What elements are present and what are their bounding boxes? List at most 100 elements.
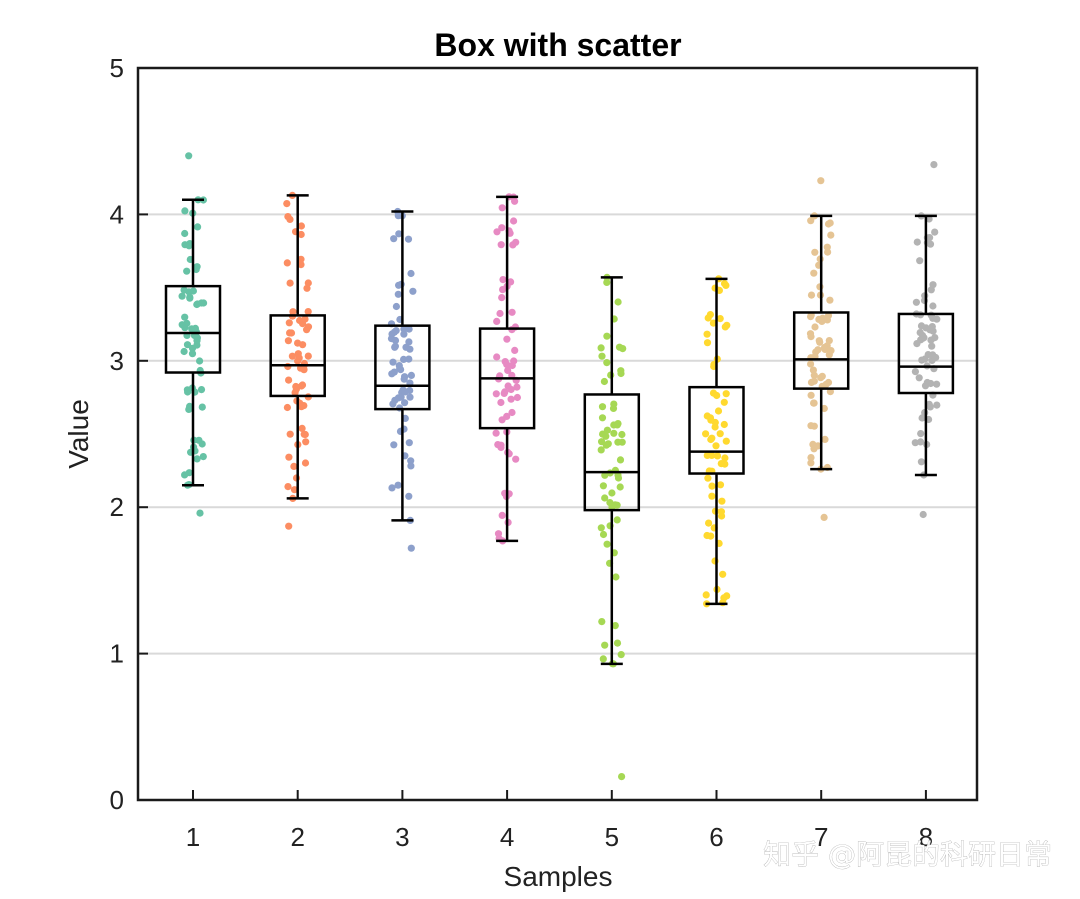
point-3-30 [405, 338, 413, 346]
point-3-53 [405, 355, 413, 363]
point-6-24 [708, 434, 716, 442]
point-8-6 [916, 257, 924, 265]
point-1-50 [198, 403, 206, 411]
point-2-5 [288, 352, 296, 360]
point-7-13 [824, 220, 833, 228]
point-1-3 [178, 292, 186, 300]
point-8-25 [911, 439, 919, 447]
point-7-51 [816, 338, 824, 346]
point-7-8 [810, 269, 818, 277]
point-2-55 [285, 376, 293, 384]
point-5-10 [603, 426, 612, 434]
point-4-29 [492, 390, 500, 398]
point-8-33 [929, 314, 937, 322]
point-1-26 [199, 453, 207, 461]
point-8-35 [913, 238, 921, 246]
point-4-54 [498, 294, 506, 302]
point-3-17 [389, 400, 397, 408]
point-5-14 [599, 530, 608, 539]
point-4-48 [503, 360, 511, 368]
box-3 [374, 210, 431, 522]
point-5-54 [614, 298, 622, 306]
y-tick-label-4: 4 [110, 199, 124, 229]
point-4-47 [497, 441, 505, 449]
point-3-16 [395, 230, 403, 238]
point-4-41 [504, 366, 512, 374]
box-4 [478, 195, 536, 543]
point-5-52 [613, 501, 621, 509]
y-tick-label-1: 1 [110, 639, 124, 669]
point-1-44 [195, 436, 203, 444]
point-7-46 [825, 337, 833, 345]
point-8-56 [917, 430, 925, 438]
box-1 [164, 198, 222, 487]
point-3-44 [400, 330, 408, 338]
point-5-55 [598, 352, 606, 360]
point-4-35 [497, 241, 505, 249]
point-6-56 [717, 460, 725, 468]
point-3-23 [397, 366, 405, 374]
point-1-27 [193, 334, 201, 342]
point-5-41 [598, 618, 606, 626]
point-5-2 [612, 573, 620, 581]
point-3-40 [394, 290, 402, 298]
point-6-3 [716, 430, 724, 438]
point-7-33 [809, 366, 818, 374]
point-8-49 [926, 403, 934, 411]
point-4-58 [499, 276, 507, 284]
x-axis-label: Samples [504, 861, 613, 892]
point-2-11 [283, 200, 291, 208]
point-8-17 [912, 298, 921, 306]
point-7-18 [807, 378, 816, 386]
point-4-11 [497, 398, 505, 407]
point-2-57 [295, 354, 303, 362]
point-3-26 [404, 235, 413, 243]
point-4-28 [512, 455, 520, 463]
point-5-47 [614, 420, 622, 428]
point-8-12 [911, 368, 920, 376]
y-tick-label-2: 2 [110, 492, 124, 522]
point-2-38 [303, 284, 311, 292]
point-3-62 [407, 544, 415, 552]
point-3-8 [405, 492, 413, 500]
point-2-41 [304, 352, 312, 360]
point-6-39 [722, 390, 730, 398]
point-8-47 [933, 401, 941, 409]
point-5-1 [613, 516, 621, 524]
boxes [164, 194, 955, 666]
x-tick-label-5: 5 [605, 822, 619, 852]
point-1-54 [186, 294, 194, 302]
point-6-5 [704, 474, 712, 482]
point-2-59 [284, 337, 292, 345]
point-7-31 [807, 391, 815, 399]
x-tick-label-8: 8 [919, 822, 933, 852]
point-2-25 [290, 486, 299, 494]
point-8-13 [925, 215, 933, 223]
point-4-10 [513, 383, 521, 391]
point-7-0 [811, 323, 819, 331]
point-4-15 [493, 353, 501, 361]
point-4-26 [507, 395, 515, 403]
point-6-15 [702, 430, 710, 438]
point-7-32 [824, 248, 832, 256]
box-body-6 [688, 385, 745, 475]
point-5-30 [611, 622, 619, 630]
point-5-15 [613, 639, 622, 647]
point-8-24 [917, 438, 925, 446]
point-8-3 [929, 281, 937, 289]
box-body-7 [792, 311, 850, 390]
point-8-7 [931, 228, 939, 236]
point-6-0 [720, 420, 728, 429]
point-3-50 [405, 439, 413, 447]
point-1-43 [181, 313, 189, 321]
point-6-57 [708, 482, 716, 490]
point-5-62 [618, 773, 626, 781]
point-4-52 [504, 382, 512, 390]
point-3-31 [407, 371, 415, 379]
point-8-18 [917, 458, 926, 466]
point-2-45 [287, 329, 296, 337]
point-6-33 [712, 442, 720, 450]
y-tick-label-5: 5 [110, 53, 124, 83]
point-5-49 [618, 430, 626, 439]
